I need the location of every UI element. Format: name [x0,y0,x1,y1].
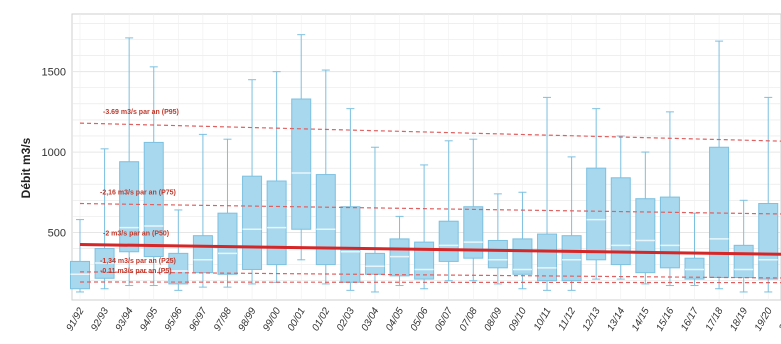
x-tick-label: 14/15 [630,306,652,334]
x-tick-label: 91/92 [65,306,87,334]
trend-line-dashed [79,271,781,279]
box-iqr [168,252,189,285]
box-iqr [364,252,385,275]
box-iqr [266,180,287,266]
box-iqr [463,206,484,259]
box-iqr [340,206,361,283]
box-iqr [242,175,263,270]
x-tick-label: 17/18 [704,306,726,334]
box-iqr [733,244,754,278]
x-tick-label: 03/04 [360,306,382,334]
x-tick-label: 12/13 [581,306,603,334]
box-iqr [119,161,140,253]
x-tick-label: 18/19 [728,306,750,334]
box-layer [70,34,779,293]
box-05/06 [414,164,435,290]
box-iqr [70,260,90,290]
box-14/15 [635,151,656,285]
box-16/17 [684,212,705,287]
box-iqr [143,141,164,258]
x-tick-label: 95/96 [163,306,185,334]
x-axis-ticks: 91/92 92/93 93/94 94/95 95/96 96/97 97/98 98/99… [65,306,781,334]
x-tick-label: 15/16 [654,306,676,334]
box-19/20 [758,96,779,293]
annotation-layer: -3.69 m3/s par an (P95) -2,16 m3/s par an… [100,109,179,275]
box-00/01 [291,34,312,261]
trend-annotation: -2 m3/s par an (P50) [103,231,169,238]
box-10/11 [537,96,558,291]
box-iqr [561,235,582,282]
x-tick-label: 93/94 [114,306,136,334]
box-12/13 [586,108,607,280]
x-tick-label: 98/99 [237,306,259,334]
box-iqr [291,98,312,230]
box-11/12 [561,156,582,291]
box-03/04 [364,146,385,293]
box-iqr [487,240,508,269]
x-tick-label: 94/95 [138,306,160,334]
trend-annotation: -3.69 m3/s par an (P95) [103,109,179,116]
box-iqr [389,238,410,277]
x-tick-label: 07/08 [458,306,480,334]
box-97/98 [217,138,238,288]
x-tick-label: 19/20 [753,306,775,334]
y-tick-label: 1500 [42,67,66,79]
y-tick-label: 500 [48,227,66,239]
box-iqr [758,203,779,280]
box-iqr [414,241,435,280]
box-06/07 [438,140,459,282]
box-13/14 [610,135,631,280]
x-tick-label: 02/03 [335,306,357,334]
x-tick-label: 08/09 [482,306,504,334]
x-tick-label: 97/98 [212,306,234,334]
trend-line-median [79,243,781,256]
box-iqr [192,235,213,274]
box-iqr [217,212,238,275]
box-91/92 [70,219,90,293]
y-axis-ticks: 500 1000 1500 [42,67,66,240]
x-tick-label: 04/05 [384,306,406,334]
x-tick-label: 01/02 [310,306,332,334]
box-02/03 [340,108,361,291]
box-92/93 [94,148,115,290]
x-tick-label: 00/01 [286,306,308,333]
box-99/00 [266,71,287,283]
box-iqr [684,257,705,280]
trend-annotation: -0.11 m3/s par an (P5) [100,268,172,275]
box-iqr [659,196,680,269]
box-iqr [635,198,656,274]
box-07/08 [463,138,484,282]
box-iqr [610,177,631,266]
trend-line-dashed [79,202,781,215]
box-09/10 [512,191,533,290]
y-axis-label: Débit m3/s [19,137,33,198]
trend-line-dashed [79,122,781,142]
x-tick-label: 10/11 [532,306,554,333]
y-tick-label: 1000 [42,147,66,159]
x-tick-label: 05/06 [409,306,431,334]
box-94/95 [143,66,164,287]
box-iqr [537,233,558,282]
x-tick-label: 20/21 [777,306,781,334]
x-tick-label: 96/97 [187,306,209,334]
x-tick-label: 99/00 [261,306,283,334]
box-iqr [315,174,336,266]
x-tick-label: 09/10 [507,306,529,334]
box-iqr [586,167,607,261]
box-iqr [438,220,459,262]
x-tick-label: 06/07 [433,306,455,334]
trend-line-dashed [79,281,781,284]
x-tick-label: 16/17 [679,306,701,334]
trend-layer [79,122,781,284]
x-tick-label: 11/12 [557,306,579,333]
x-tick-label: 13/14 [605,306,627,334]
box-iqr [512,238,533,275]
box-08/09 [487,193,508,285]
trend-annotation: -2,16 m3/s par an (P75) [100,190,176,197]
box-15/16 [659,111,680,287]
x-tick-label: 92/93 [89,306,111,334]
trend-annotation: -1,34 m3/s par an (P25) [100,258,176,265]
box-93/94 [119,37,140,287]
